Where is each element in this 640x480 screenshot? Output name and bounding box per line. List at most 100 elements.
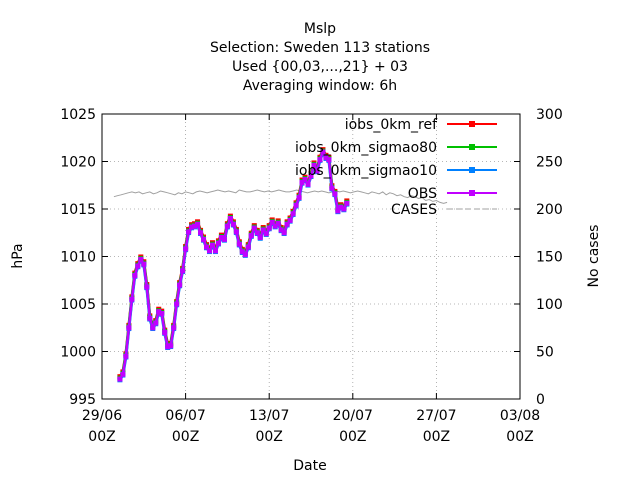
point-obs [287,217,293,223]
point-obs [192,223,198,229]
x-tick-label: 06/07 [165,408,205,424]
legend: iobs_0km_ref iobs_0km_sigmao80 iobs_0km_si… [295,117,497,218]
chart-title: Mslp Selection: Sweden 113 stations Used… [210,21,430,94]
point-obs [275,220,281,226]
point-obs [326,157,332,163]
point-obs [183,246,189,252]
y2-tick-label: 250 [536,155,563,171]
legend-label-sigmao10: iobs_0km_sigmao10 [295,163,437,179]
series-line-sigmao10 [118,151,349,381]
point-obs [156,309,162,315]
point-obs [215,240,221,246]
point-obs [338,204,344,210]
grid [102,114,520,399]
point-obs [245,244,251,250]
y2-tick-label: 300 [536,107,563,123]
point-obs [248,233,254,239]
x-tick-label: 27/07 [416,408,456,424]
x-tick-label: 20/07 [333,408,373,424]
point-obs [198,230,204,236]
x-tick-label-hour: 00Z [506,429,533,445]
series-layer [113,147,448,383]
legend-marker-ref [469,121,475,127]
y-tick-label: 1005 [60,297,96,313]
series-line-cases [113,189,448,204]
point-obs [314,168,320,174]
point-obs [227,216,233,221]
x-tick-label: 29/06 [82,408,122,424]
point-obs [260,227,266,233]
point-obs [335,208,341,214]
y-tick-label: 1000 [60,345,96,361]
point-obs [257,235,263,240]
y2-tick-label: 0 [536,392,545,408]
point-obs [135,263,141,269]
point-obs [308,173,314,179]
series-line-obs [118,150,348,380]
point-obs [281,230,287,236]
x-tick-label: 13/07 [249,408,289,424]
y-tick-label: 995 [69,392,96,408]
y-tick-label: 1020 [60,155,96,171]
point-obs [174,301,180,307]
y-tick-label: 1015 [60,202,96,218]
point-obs [293,202,299,208]
point-obs [263,231,269,237]
point-obs [218,235,224,240]
point-obs [204,244,209,250]
point-obs [290,211,296,217]
point-obs [230,221,236,227]
legend-marker-sigmao10 [469,167,475,173]
point-obs [150,325,156,331]
point-obs [323,155,329,161]
x-tick-label-hour: 00Z [88,429,115,445]
point-obs [129,296,135,302]
point-obs [299,179,305,185]
x-tick-label: 03/08 [500,408,540,424]
series-line-sigmao80 [118,149,349,379]
point-obs [147,315,153,321]
y2-tick-label: 50 [536,345,554,361]
ticks: 995 1000 1005 1010 1015 1020 1025 0 50 100 150 200 2… [60,107,562,445]
point-obs [171,325,177,331]
point-obs [165,344,171,350]
point-obs [344,200,350,206]
point-obs [269,219,275,225]
point-obs [212,248,218,254]
y2-tick-label: 100 [536,297,563,313]
point-obs [201,236,207,242]
point-obs [132,273,138,278]
series-line-ref [118,148,349,378]
point-obs [180,268,186,274]
point-obs [302,177,308,183]
point-obs [189,224,195,230]
point-obs [209,242,215,248]
point-obs [224,223,230,229]
x-tick-label-hour: 00Z [423,429,450,445]
legend-marker-sigmao80 [469,144,475,150]
point-obs [251,225,257,231]
point-obs [329,185,335,191]
x-tick-label-hour: 00Z [255,429,282,445]
point-obs [332,191,338,197]
y-axis-label: hPa [10,243,26,268]
legend-marker-obs [469,190,475,196]
chart-title-line-1: Mslp [304,21,336,37]
point-obs [317,157,323,163]
x-tick-label-hour: 00Z [172,429,199,445]
point-obs [284,221,290,227]
point-obs [278,227,284,233]
point-obs [177,282,183,288]
x-axis-label: Date [293,458,326,474]
y2-tick-label: 150 [536,250,563,266]
point-obs [141,261,147,267]
legend-label-ref: iobs_0km_ref [345,117,438,133]
legend-label-obs: OBS [408,186,437,202]
chart-title-line-3: Used {00,03,...,21} + 03 [232,59,408,75]
point-obs [117,376,123,382]
x-tick-label-hour: 00Z [339,429,366,445]
point-obs [120,371,126,377]
point-obs [123,353,129,359]
chart-title-line-4: Averaging window: 6h [243,78,397,94]
